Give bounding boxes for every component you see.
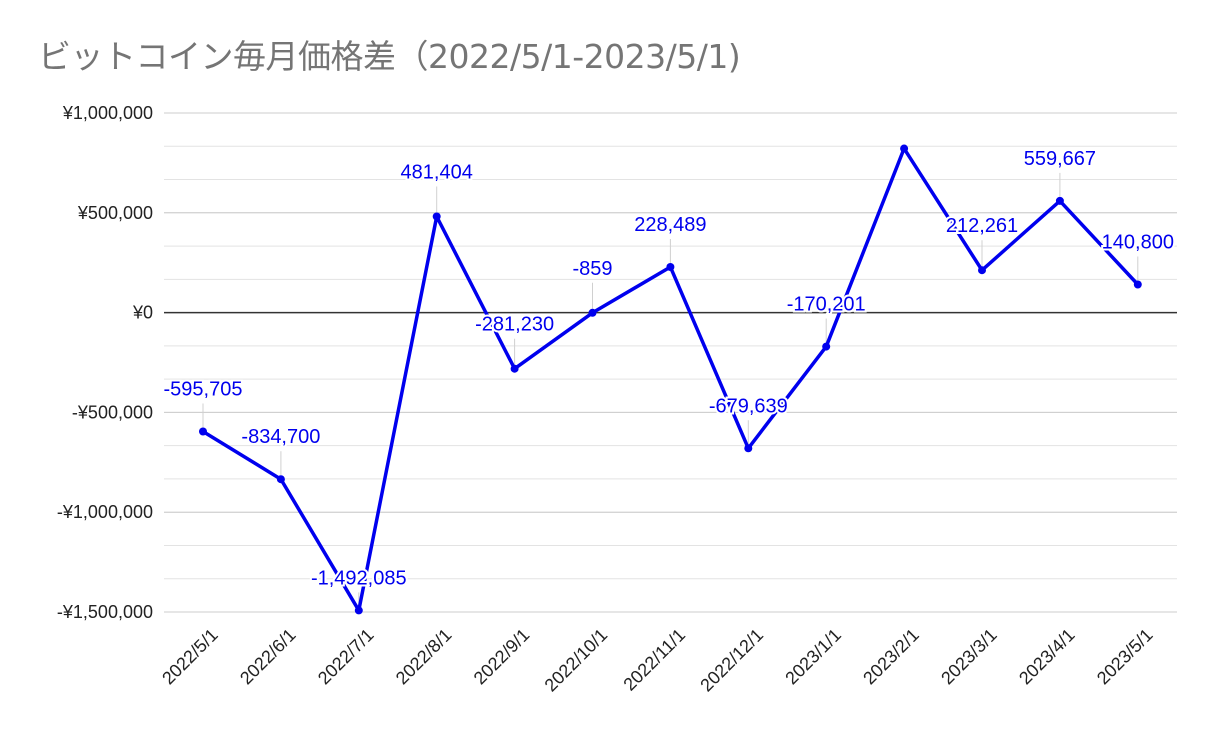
label-leader-lines [202, 172, 1139, 607]
x-tick-label: 2023/4/1 [1015, 625, 1079, 689]
x-tick-label: 2022/5/1 [158, 625, 222, 689]
data-point [1133, 280, 1142, 289]
grid-lines [164, 112, 1177, 613]
data-point [510, 364, 519, 373]
data-label: 228,489 [634, 214, 706, 236]
x-tick-label: 2022/10/1 [541, 625, 612, 696]
data-label: 140,800 [1102, 231, 1174, 253]
x-tick-label: 2023/1/1 [781, 625, 845, 689]
y-tick-label: -¥500,000 [72, 402, 153, 422]
data-point [276, 475, 285, 484]
data-point [822, 342, 831, 351]
data-point [666, 262, 675, 271]
data-label: -1,492,085 [311, 567, 407, 589]
data-point [199, 427, 207, 436]
data-point [1055, 196, 1064, 205]
data-label: -834,700 [241, 426, 320, 448]
data-point [744, 444, 753, 453]
data-points [199, 144, 1142, 615]
data-point [978, 266, 986, 275]
chart-title: ビットコイン毎月価格差（2022/5/1-2023/5/1) [38, 37, 741, 76]
x-tick-label: 2022/12/1 [696, 625, 767, 696]
x-tick-label: 2022/7/1 [314, 625, 378, 689]
x-tick-label: 2023/5/1 [1093, 625, 1157, 689]
x-tick-label: 2023/2/1 [859, 625, 923, 689]
data-label: 481,404 [401, 162, 473, 184]
y-tick-label: -¥1,500,000 [57, 602, 153, 622]
y-tick-label: ¥0 [132, 303, 153, 323]
data-label: -595,705 [164, 379, 243, 401]
x-tick-label: 2022/8/1 [392, 625, 456, 689]
y-axis-tick-labels: ¥1,000,000 ¥500,000 ¥0 -¥500,000 -¥1,000,000… [57, 103, 153, 622]
x-tick-label: 2022/6/1 [236, 625, 300, 689]
data-label: -170,201 [787, 294, 866, 316]
data-label: -281,230 [475, 314, 554, 336]
y-tick-label: -¥1,000,000 [57, 502, 153, 522]
x-tick-label: 2023/3/1 [937, 625, 1001, 689]
data-label: 559,667 [1024, 148, 1096, 170]
data-label: -679,639 [709, 395, 788, 417]
x-axis-tick-labels: 2022/5/1 2022/6/1 2022/7/1 2022/8/1 2022/9/1… [158, 625, 1156, 696]
data-point [354, 606, 363, 615]
data-label: -859 [572, 258, 612, 280]
data-labels: -595,705 -834,700 -1,492,085 481,404 -281,23… [162, 146, 1176, 592]
data-point [588, 308, 597, 317]
y-tick-label: ¥1,000,000 [62, 103, 153, 123]
data-point [432, 212, 441, 221]
x-tick-label: 2022/11/1 [619, 625, 689, 695]
data-point [900, 144, 909, 153]
x-tick-label: 2022/9/1 [470, 625, 534, 689]
y-tick-label: ¥500,000 [77, 203, 153, 223]
data-label: 212,261 [946, 215, 1018, 237]
